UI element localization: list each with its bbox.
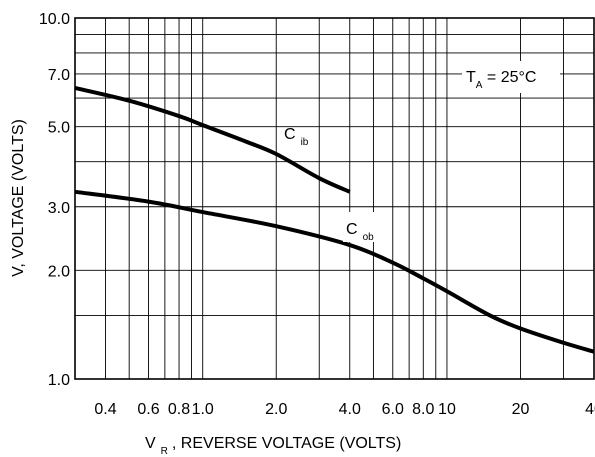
series-curves (74, 86, 595, 354)
x-tick-label: 1.0 (192, 401, 214, 418)
y-tick-label: 5.0 (48, 120, 70, 137)
annotation-main: T (466, 69, 476, 86)
x-tick-label: 40 (585, 401, 595, 418)
y-tick-label: 10.0 (39, 11, 70, 28)
svg-text:Cob: Cob (346, 221, 374, 243)
svg-text:TA = 25°C: TA = 25°C (466, 69, 536, 91)
y-tick-label: 7.0 (48, 67, 70, 84)
y-axis-title: V, VOLTAGE (VOLTS) (10, 119, 27, 277)
series-label-cob-sub: ob (363, 232, 375, 243)
y-tick-label: 3.0 (48, 200, 70, 217)
x-tick-label: 8.0 (412, 401, 434, 418)
series-label-cib-main: C (284, 126, 296, 143)
x-tick-label: 0.4 (94, 401, 116, 418)
x-tick-label: 0.8 (168, 401, 190, 418)
series-label-cob-background (343, 212, 388, 242)
x-tick-label: 0.6 (137, 401, 159, 418)
svg-text:Cib: Cib (284, 126, 309, 148)
tick-labels: 0.40.60.81.02.04.06.08.01020401.02.03.05… (39, 11, 595, 418)
x-tick-label: 6.0 (382, 401, 404, 418)
x-tick-label: 2.0 (265, 401, 287, 418)
series-label-cob-main: C (346, 221, 358, 238)
x-axis-title-sub: R (161, 446, 168, 457)
annotation-sub: A (476, 80, 483, 91)
x-tick-label: 4.0 (339, 401, 361, 418)
y-tick-label: 1.0 (48, 372, 70, 389)
series-label-cib-sub: ib (301, 137, 309, 148)
series-line-cib (74, 86, 351, 194)
annotation-rest: = 25°C (482, 69, 536, 86)
y-tick-label: 2.0 (48, 263, 70, 280)
plot-frame (74, 17, 595, 380)
x-axis-title-main: V (145, 435, 156, 452)
annotation-background (462, 61, 560, 93)
series-line-cob (74, 189, 595, 354)
x-tick-label: 10 (438, 401, 456, 418)
x-tick-label: 20 (512, 401, 530, 418)
x-axis-title-rest: , REVERSE VOLTAGE (VOLTS) (172, 435, 401, 452)
annotation-temperature: TA = 25°C (462, 61, 560, 93)
